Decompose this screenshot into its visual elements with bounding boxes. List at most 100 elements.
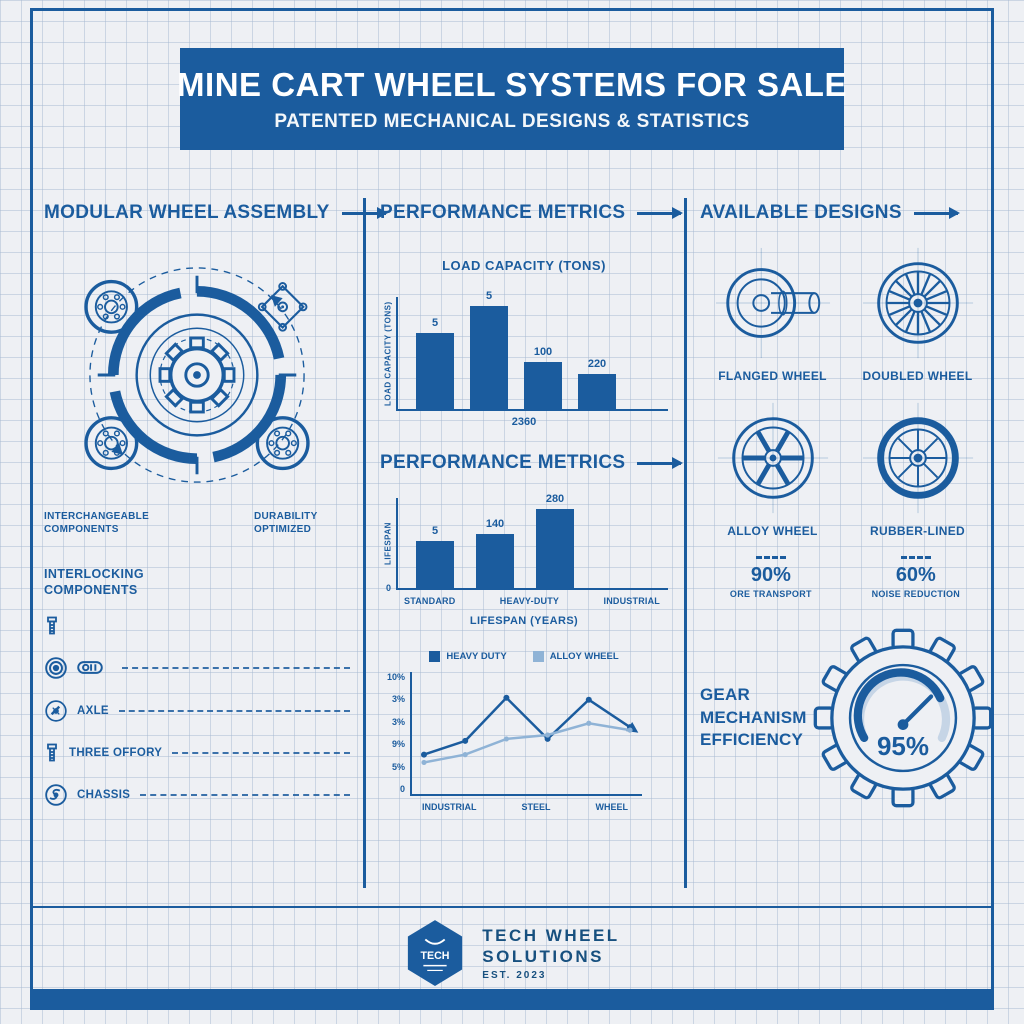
bar-plot-area: 5 5 100 220: [396, 290, 668, 411]
section-heading-metrics-text: PERFORMANCE METRICS: [380, 202, 626, 223]
bar-value-label: 140: [485, 518, 505, 530]
section-heading-designs-text: AVAILABLE DESIGNS: [700, 202, 902, 223]
axis-label: INDUSTRIAL: [422, 802, 477, 812]
hexagon-badge-icon: TECH: [408, 920, 463, 986]
part-label: CHASSIS: [77, 788, 131, 801]
dashed-leader-line: [122, 666, 350, 669]
footer-logo: TECH TECH WHEEL SOLUTIONS EST. 2023: [0, 918, 1024, 988]
arrow-right-icon: [341, 206, 388, 219]
stat-label: ORE TRANSPORT: [729, 589, 812, 599]
poster-title: MINE CART WHEEL SYSTEMS FOR SALE: [177, 65, 847, 103]
stats-row: 90% ORE TRANSPORT 60% NOISE REDUCTION: [700, 556, 990, 599]
section-heading-metrics-2-text: PERFORMANCE METRICS: [380, 452, 626, 473]
part-row: [44, 656, 350, 680]
line-plot-area: [410, 672, 642, 796]
design-label: DOUBLED WHEEL: [862, 369, 973, 383]
arrow-right-icon: [637, 206, 684, 219]
bar: 5: [416, 317, 454, 409]
arrow-right-icon: [913, 206, 960, 219]
caption-durability: DURABILITY OPTIMIZED: [254, 511, 318, 535]
column-divider-right: [684, 198, 687, 888]
section-heading-metrics: PERFORMANCE METRICS: [380, 202, 684, 224]
axle-icon: [44, 699, 68, 723]
title-banner: MINE CART WHEEL SYSTEMS FOR SALE PATENTE…: [177, 48, 847, 150]
axis-label: HEAVY-DUTY: [499, 596, 560, 606]
part-row: CHASSIS: [44, 783, 350, 807]
part-label: AXLE: [77, 704, 109, 717]
y-axis-origin: 0: [386, 583, 392, 593]
part-label: THREE OFFORY: [69, 746, 163, 759]
dashed-leader-line: [140, 793, 350, 796]
axis-label: 9%: [391, 739, 405, 750]
line-chart-svg: [421, 694, 639, 766]
section-heading-metrics-2: PERFORMANCE METRICS: [380, 452, 684, 474]
badge-text: TECH: [421, 950, 450, 962]
design-grid: FLANGED WHEEL: [700, 244, 990, 538]
bar: 140: [476, 518, 514, 588]
axis-label: 5%: [391, 761, 405, 772]
wheel-icon: [44, 656, 68, 680]
design-label: ALLOY WHEEL: [727, 524, 818, 538]
axis-label: 0: [399, 783, 405, 794]
legend-label: ALLOY WHEEL: [549, 651, 619, 662]
part-row: [44, 615, 350, 637]
footer-established: EST. 2023: [482, 970, 547, 982]
bar: 280: [536, 493, 574, 588]
y-axis-ticks: 10% 3% 3% 9% 5% 0: [380, 672, 410, 794]
dashed-leader-line: [172, 751, 350, 754]
axis-label: STEEL: [521, 802, 551, 812]
bar: 5: [416, 525, 454, 588]
axis-label: 10%: [386, 672, 405, 682]
bar: 100: [524, 346, 562, 409]
axis-label: WHEEL: [595, 802, 628, 812]
bottom-accent-bar: [33, 989, 991, 1007]
gauge-label: GEAR MECHANISM EFFICIENCY: [700, 684, 807, 750]
y-axis-label: LOAD CAPACITY (TONS): [383, 301, 393, 407]
x-axis-note: 2360: [511, 416, 537, 428]
rubber-lined-wheel-icon: [862, 402, 973, 514]
bar-value-label: 5: [485, 289, 493, 302]
legend-label: HEAVY DUTY: [446, 651, 507, 662]
bar-value-label: 220: [587, 358, 607, 371]
footer-line-2: SOLUTIONS: [482, 947, 604, 966]
section-performance-metrics: PERFORMANCE METRICS LOAD CAPACITY (TONS)…: [380, 202, 684, 812]
legend-item: ALLOY WHEEL: [532, 651, 619, 662]
design-card-flanged: FLANGED WHEEL: [700, 244, 845, 383]
gear-efficiency-gauge-row: GEAR MECHANISM EFFICIENCY: [700, 627, 993, 809]
design-label: RUBBER-LINED: [870, 524, 965, 538]
caption-interchangeable: INTERCHANGEABLE COMPONENTS: [44, 511, 150, 535]
bar-plot-area: 0 5 140 280: [386, 493, 668, 593]
bar-chart-load-capacity: LOAD CAPACITY (TONS) 5 5 100 220: [380, 290, 668, 411]
stat-noise-reduction: 60% NOISE REDUCTION: [872, 556, 961, 599]
design-label: FLANGED WHEEL: [718, 369, 827, 383]
parts-list: AXLE THREE OFFORY CHASSIS: [44, 615, 350, 807]
bar: 5: [470, 290, 508, 409]
arrow-right-icon: [637, 456, 684, 469]
bar-value-label: 5: [431, 316, 439, 329]
axis-label: INDUSTRIAL: [603, 596, 660, 606]
axis-label: STANDARD: [404, 596, 456, 606]
line-chart: 10% 3% 3% 9% 5% 0: [380, 672, 668, 796]
section-available-designs: AVAILABLE DESIGNS FLANGED WHEEL: [700, 202, 993, 809]
x-axis-categories: INDUSTRIAL STEEL WHEEL: [410, 802, 640, 812]
fastener-icon: [44, 743, 60, 763]
doubled-wheel-icon: [862, 247, 973, 359]
bar-value-label: 5: [431, 525, 439, 538]
design-card-doubled: DOUBLED WHEEL: [845, 244, 990, 383]
design-card-rubber-lined: RUBBER-LINED: [845, 399, 990, 538]
footer-line-1: TECH WHEEL: [482, 925, 620, 945]
chart-title-load-capacity: LOAD CAPACITY (TONS): [442, 258, 606, 273]
poster-subtitle: PATENTED MECHANICAL DESIGNS & STATISTICS: [274, 110, 750, 132]
dashed-leader-line: [118, 709, 350, 712]
x-axis-title: LIFESPAN (YEARS): [469, 615, 579, 627]
stat-value: 90%: [750, 564, 791, 586]
alloy-wheel-icon: [717, 402, 828, 514]
column-divider-left: [363, 198, 366, 888]
x-axis-categories: STANDARD HEAVY-DUTY INDUSTRIAL: [396, 596, 668, 606]
chassis-icon: [44, 783, 68, 807]
design-card-alloy: ALLOY WHEEL: [700, 399, 845, 538]
assembly-captions: INTERCHANGEABLE COMPONENTS DURABILITY OP…: [44, 510, 350, 536]
wheel-assembly-diagram: [84, 267, 310, 483]
legend-swatch-icon: [532, 651, 544, 662]
